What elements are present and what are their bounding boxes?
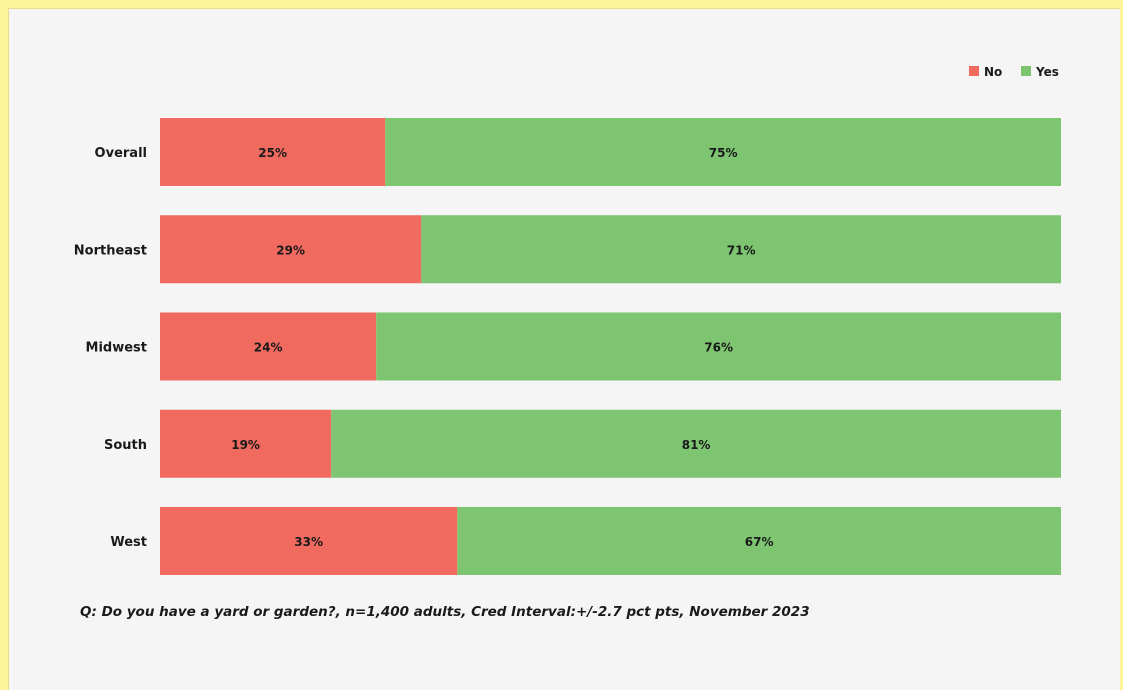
bar-segment-no xyxy=(160,215,422,284)
bar-segment-no xyxy=(160,312,377,381)
category-label: Northeast xyxy=(74,243,147,258)
data-label: 81% xyxy=(682,438,711,452)
category-label: West xyxy=(110,535,147,550)
legend-label-no: No xyxy=(984,65,1002,79)
bar-series: Overall 25% 75% Northeast 29% 71% Midwest 24% 76… xyxy=(74,118,1062,575)
data-label: 25% xyxy=(258,146,287,160)
data-label: 29% xyxy=(276,243,305,257)
bar-segment-no xyxy=(160,409,332,478)
legend: No Yes xyxy=(969,65,1059,79)
legend-label-yes: Yes xyxy=(1035,65,1059,79)
category-label: South xyxy=(104,438,147,453)
data-label: 71% xyxy=(727,243,756,257)
bar-segment-yes xyxy=(457,507,1062,575)
bar-segment-yes xyxy=(421,215,1061,284)
data-label: 75% xyxy=(709,146,738,160)
data-label: 19% xyxy=(231,438,260,452)
footnote: Q: Do you have a yard or garden?, n=1,40… xyxy=(80,604,810,620)
legend-swatch-yes xyxy=(1021,66,1031,76)
bar-segment-no xyxy=(160,507,458,575)
legend-swatch-no xyxy=(969,66,979,76)
data-label: 67% xyxy=(745,535,774,549)
category-label: Midwest xyxy=(86,341,147,356)
category-label: Overall xyxy=(95,146,147,161)
data-label: 76% xyxy=(704,341,733,355)
data-label: 33% xyxy=(294,535,323,549)
bar-segment-no xyxy=(160,118,386,186)
bar-segment-yes xyxy=(376,312,1061,381)
data-label: 24% xyxy=(254,341,283,355)
bar-segment-yes xyxy=(331,409,1061,478)
bar-segment-yes xyxy=(385,118,1061,186)
